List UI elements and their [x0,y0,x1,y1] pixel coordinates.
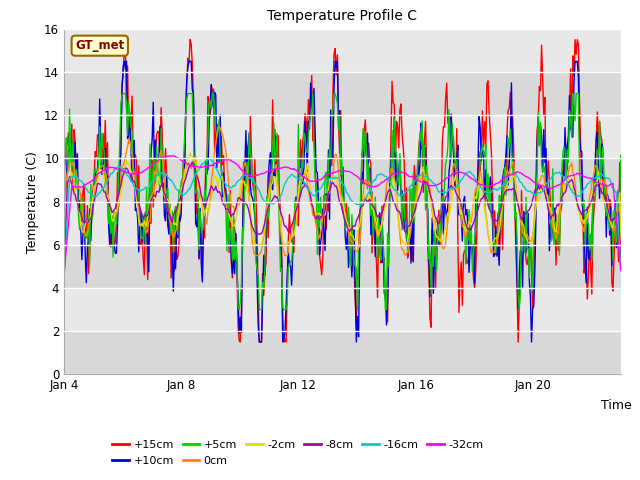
Y-axis label: Temperature (C): Temperature (C) [26,151,38,252]
Text: GT_met: GT_met [75,39,124,52]
Bar [64,245,621,288]
Bar [64,29,621,72]
Bar [64,72,621,115]
Bar [64,331,621,374]
Bar [64,158,621,202]
Bar [64,115,621,158]
Bar [64,202,621,245]
X-axis label: Time: Time [601,398,632,411]
Bar [64,288,621,331]
Title: Temperature Profile C: Temperature Profile C [268,10,417,24]
Legend: +15cm, +10cm, +5cm, 0cm, -2cm, -8cm, -16cm, -32cm: +15cm, +10cm, +5cm, 0cm, -2cm, -8cm, -16… [112,440,483,466]
